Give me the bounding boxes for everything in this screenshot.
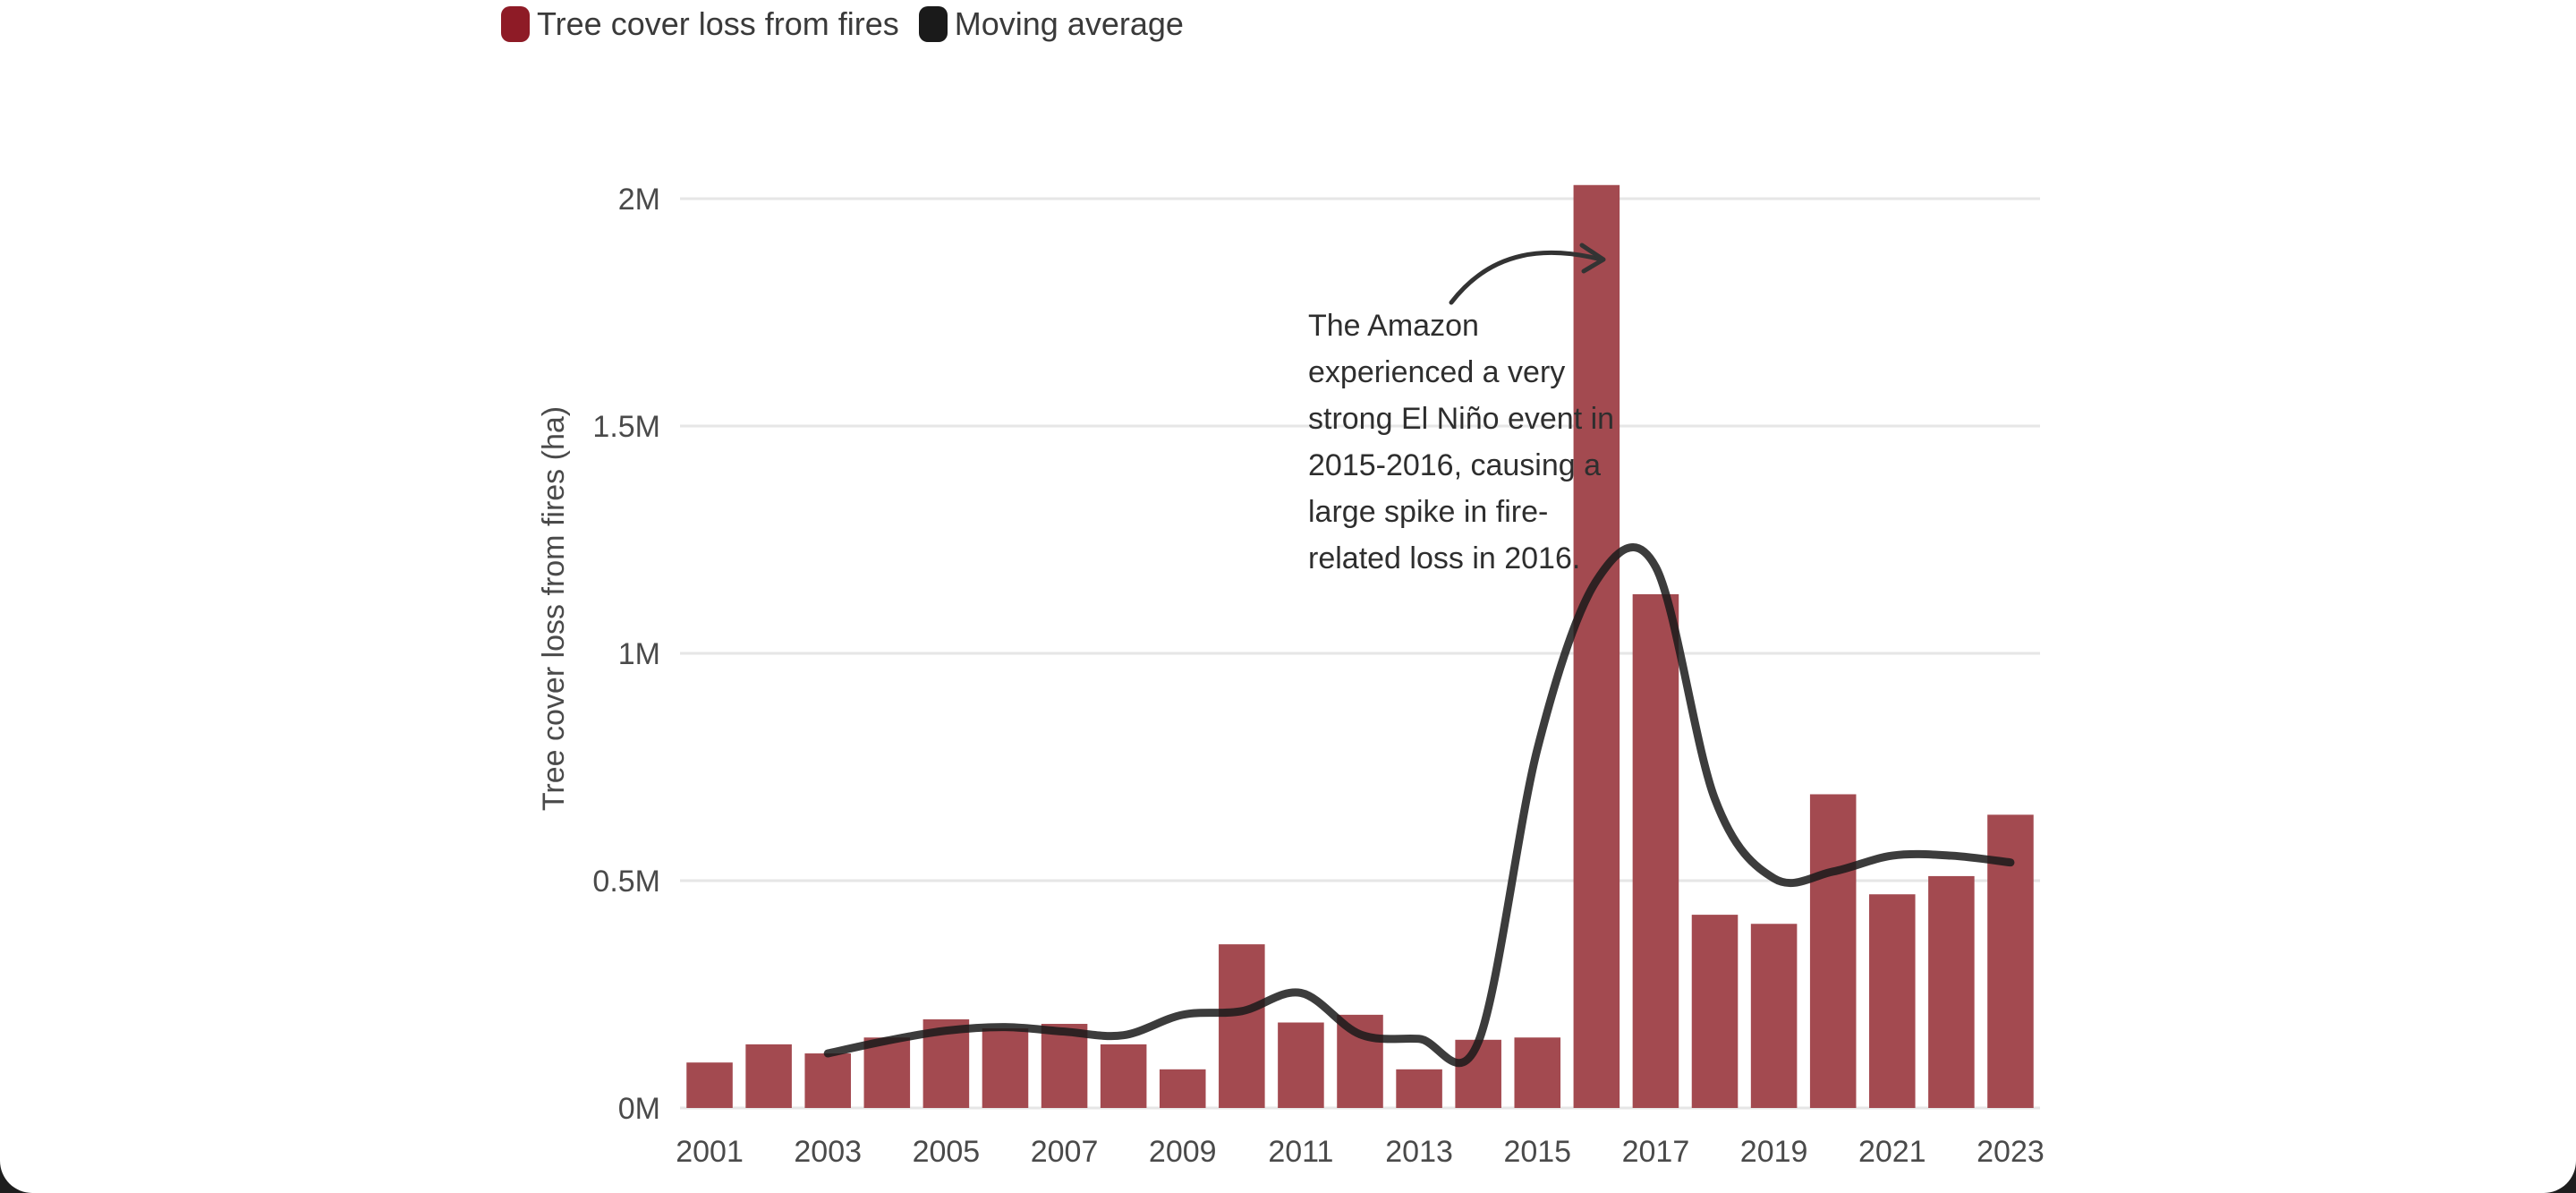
bar-2013[interactable] — [1396, 1069, 1442, 1108]
bar-2020[interactable] — [1809, 794, 1857, 1108]
bar-2007[interactable] — [1041, 1024, 1088, 1108]
legend-item-average[interactable]: Moving average — [918, 5, 1184, 43]
chart-legend: Tree cover loss from fires Moving averag… — [501, 5, 1184, 43]
legend-swatch-fires — [501, 6, 530, 42]
bar-2009[interactable] — [1159, 1069, 1206, 1108]
y-axis-label: Tree cover loss from fires (ha) — [537, 406, 571, 811]
y-tick-label: 1M — [618, 637, 660, 671]
bar-2006[interactable] — [982, 1028, 1029, 1108]
bar-2003[interactable] — [804, 1053, 851, 1108]
annotation-arrow — [1449, 250, 1604, 305]
x-tick-label: 2011 — [1268, 1135, 1333, 1169]
bar-2017[interactable] — [1632, 593, 1679, 1108]
x-tick-label: 2015 — [1503, 1135, 1571, 1169]
y-tick-label: 0.5M — [592, 865, 660, 899]
y-tick-label: 2M — [618, 183, 660, 217]
annotation-text: The Amazon experienced a very strong El … — [1308, 309, 1615, 575]
bar-2018[interactable] — [1691, 915, 1739, 1108]
x-tick-label: 2009 — [1149, 1135, 1217, 1169]
bar-2008[interactable] — [1100, 1044, 1147, 1108]
bar-2010[interactable] — [1219, 944, 1265, 1108]
y-tick-label: 0M — [618, 1092, 660, 1126]
bar-2004[interactable] — [863, 1037, 911, 1108]
bar-2019[interactable] — [1750, 924, 1798, 1108]
x-tick-label: 2001 — [676, 1135, 744, 1169]
x-tick-label: 2023 — [1977, 1135, 2045, 1169]
bar-2021[interactable] — [1869, 894, 1916, 1108]
legend-label-average: Moving average — [954, 5, 1184, 42]
bar-2002[interactable] — [745, 1044, 792, 1108]
x-tick-label: 2005 — [913, 1135, 981, 1169]
x-tick-label: 2017 — [1622, 1135, 1690, 1169]
x-tick-label: 2007 — [1031, 1135, 1099, 1169]
x-tick-label: 2019 — [1740, 1135, 1808, 1169]
legend-label-fires: Tree cover loss from fires — [537, 5, 899, 42]
moving-average-line[interactable] — [823, 543, 2015, 1068]
bar-2001[interactable] — [686, 1062, 733, 1108]
bar-2015[interactable] — [1514, 1037, 1561, 1108]
x-tick-label: 2003 — [794, 1135, 862, 1169]
legend-item-fires[interactable]: Tree cover loss from fires — [501, 5, 899, 43]
legend-swatch-average — [918, 6, 948, 42]
y-tick-label: 1.5M — [592, 410, 660, 444]
bar-2011[interactable] — [1278, 1022, 1324, 1108]
annotation-arrowhead-icon — [1579, 243, 1606, 274]
x-tick-label: 2021 — [1858, 1135, 1926, 1169]
x-tick-label: 2013 — [1385, 1135, 1453, 1169]
bar-2022[interactable] — [1928, 875, 1975, 1108]
bar-2016[interactable] — [1573, 184, 1620, 1108]
